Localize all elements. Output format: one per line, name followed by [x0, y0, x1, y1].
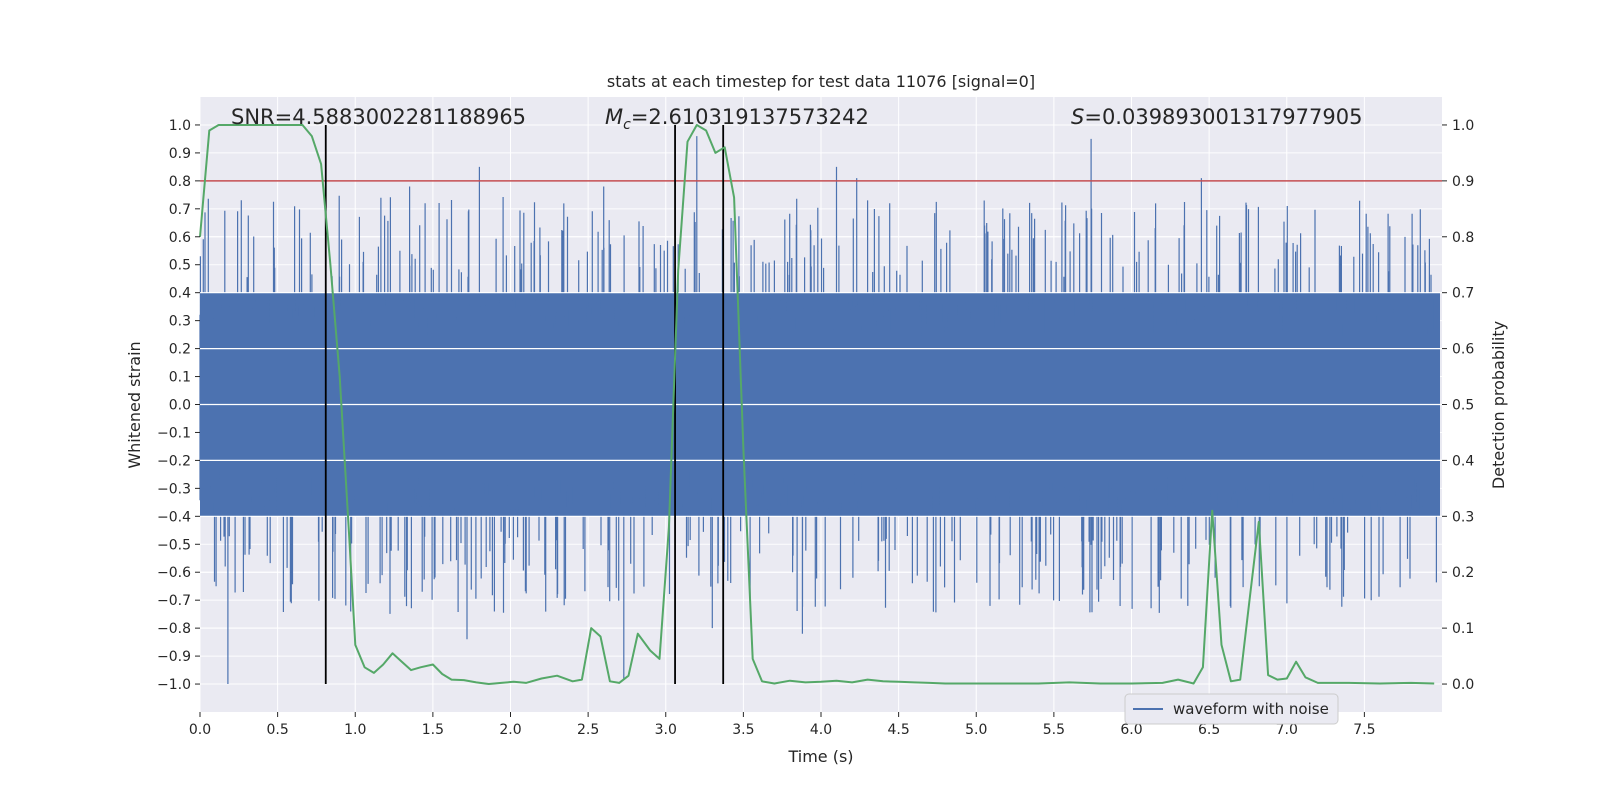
chirp-mass-symbol: M [605, 105, 623, 129]
x-tick-label: 6.0 [1120, 722, 1142, 738]
legend-label: waveform with noise [1173, 700, 1329, 718]
x-tick-label: 0.0 [189, 722, 211, 738]
y-left-tick-label: −0.4 [157, 509, 191, 525]
chirp-mass-value: =2.610319137573242 [631, 105, 869, 129]
y-left-tick-label: 1.0 [169, 118, 191, 134]
x-tick-label: 2.5 [577, 722, 599, 738]
y-right-axis-label: Detection probability [1489, 321, 1508, 489]
y-right-tick-label: 0.6 [1452, 342, 1474, 358]
snr-annotation: SNR=4.5883002281188965 [231, 105, 526, 129]
y-right-tick-label: 0.2 [1452, 565, 1474, 581]
x-tick-label: 3.5 [732, 722, 754, 738]
y-left-tick-label: 0.7 [169, 202, 191, 218]
y-right-tick-label: 0.5 [1452, 398, 1474, 414]
x-tick-label: 6.5 [1198, 722, 1220, 738]
s-value: =0.039893001317977905 [1084, 105, 1362, 129]
legend: waveform with noise [1124, 693, 1339, 725]
x-tick-label: 4.5 [887, 722, 909, 738]
y-right-tick-label: 0.3 [1452, 509, 1474, 525]
y-left-tick-label: 0.3 [169, 314, 191, 330]
x-tick-label: 1.5 [422, 722, 444, 738]
y-right-tick-labels: 0.0 0.1 0.2 0.3 0.4 0.5 0.6 0.7 0.8 0.9 1.0 [1442, 118, 1474, 693]
x-tick-label: 3.0 [655, 722, 677, 738]
y-left-tick-label: −0.3 [157, 481, 191, 497]
waveform-line [199, 136, 1440, 684]
y-right-tick-label: 1.0 [1452, 118, 1474, 134]
chirp-mass-annotation: Mc=2.610319137573242 [605, 105, 869, 133]
y-left-tick-label: −1.0 [157, 677, 191, 693]
s-symbol: S [1071, 105, 1084, 129]
waveform-series [199, 136, 1442, 684]
y-left-tick-label: 0.2 [169, 342, 191, 358]
y-left-tick-label: 0.9 [169, 146, 191, 162]
y-left-tick-label: −0.2 [157, 453, 191, 469]
y-left-tick-label: −0.6 [157, 565, 191, 581]
y-left-tick-labels: −1.0 −0.9 −0.8 −0.7 −0.6 −0.5 −0.4 −0.3 −0.2 −0.1… [157, 118, 200, 693]
y-right-tick-label: 0.7 [1452, 286, 1474, 302]
x-tick-label: 4.0 [810, 722, 832, 738]
y-left-tick-label: −0.8 [157, 621, 191, 637]
y-left-axis-label: Whitened strain [125, 341, 144, 468]
x-tick-label: 7.5 [1353, 722, 1375, 738]
y-left-tick-label: 0.8 [169, 174, 191, 190]
y-left-tick-label: −0.1 [157, 425, 191, 441]
x-tick-label: 2.0 [499, 722, 521, 738]
y-left-tick-label: 0.4 [169, 286, 191, 302]
chirp-mass-subscript: c [623, 117, 631, 133]
chart-title: stats at each timestep for test data 110… [607, 72, 1035, 91]
y-right-tick-label: 0.4 [1452, 453, 1474, 469]
x-tick-label: 1.0 [344, 722, 366, 738]
x-tick-label: 5.5 [1043, 722, 1065, 738]
y-left-tick-label: 0.6 [169, 230, 191, 246]
y-left-tick-label: 0.1 [169, 370, 191, 386]
s-annotation: S=0.039893001317977905 [1071, 105, 1362, 129]
y-right-tick-label: 0.9 [1452, 174, 1474, 190]
y-right-tick-label: 0.1 [1452, 621, 1474, 637]
x-tick-label: 0.5 [266, 722, 288, 738]
x-tick-label: 7.0 [1276, 722, 1298, 738]
y-left-tick-label: 0.0 [169, 398, 191, 414]
y-right-tick-label: 0.0 [1452, 677, 1474, 693]
y-left-tick-label: −0.9 [157, 649, 191, 665]
legend-box [1124, 693, 1339, 725]
x-tick-label: 5.0 [965, 722, 987, 738]
y-left-tick-label: −0.5 [157, 537, 191, 553]
detection-probability-series [199, 124, 1435, 685]
x-axis-label: Time (s) [787, 747, 853, 766]
y-left-tick-label: 0.5 [169, 258, 191, 274]
y-left-tick-label: −0.7 [157, 593, 191, 609]
probability-line [199, 124, 1435, 685]
y-right-tick-label: 0.8 [1452, 230, 1474, 246]
x-tick-labels: 0.0 0.5 1.0 1.5 2.0 2.5 3.0 3.5 4.0 4.5 5.0 5.5 6.0 6… [189, 712, 1376, 738]
